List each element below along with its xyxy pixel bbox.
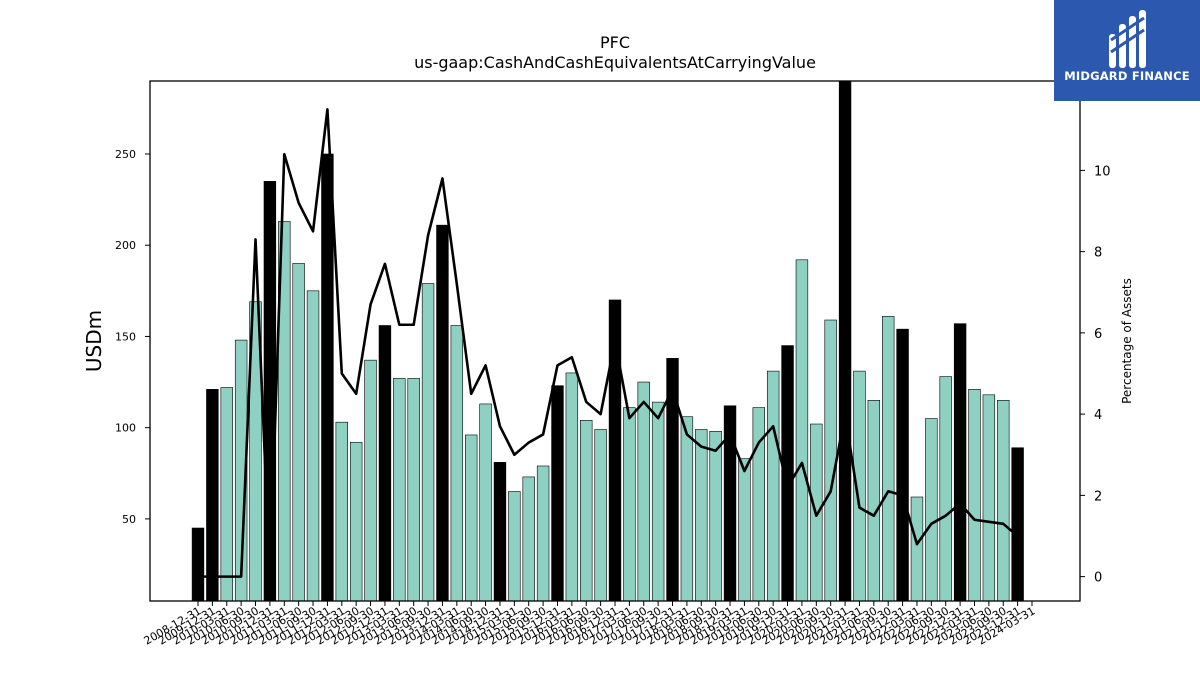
bar-annual xyxy=(191,527,205,602)
midgard-logo-icon xyxy=(1109,10,1146,68)
y2-tick-label: 4 xyxy=(1094,408,1102,423)
bar-quarterly xyxy=(335,421,348,602)
bar-quarterly xyxy=(623,407,636,602)
bar-annual xyxy=(493,462,507,602)
y-axis-left: 50 100 150 200 250 xyxy=(115,148,150,526)
bar-annual xyxy=(953,323,967,602)
y2-axis-label: Percentage of Assets xyxy=(1120,278,1134,404)
bar-annual xyxy=(206,389,219,602)
bar-quarterly xyxy=(824,319,837,602)
chart-subtitle: us-gaap:CashAndCashEquivalentsAtCarrying… xyxy=(414,53,816,72)
bar-quarterly xyxy=(925,418,938,602)
bar-annual xyxy=(666,358,679,602)
bar-quarterly xyxy=(968,389,981,602)
series-line-percentage-of-assets xyxy=(198,108,1019,578)
line-layer xyxy=(198,108,1019,578)
y-tick-label: 200 xyxy=(115,239,136,252)
bar-quarterly xyxy=(306,290,320,602)
midgard-finance-logo: MIDGARD FINANCE xyxy=(1054,0,1200,101)
bar-annual xyxy=(378,325,392,602)
bar-quarterly xyxy=(766,370,780,602)
bar-quarterly xyxy=(536,465,550,602)
y2-tick-label: 2 xyxy=(1094,489,1102,504)
bar-quarterly xyxy=(450,325,464,602)
bar-quarterly xyxy=(795,259,809,602)
bar-quarterly xyxy=(421,283,435,602)
bar-quarterly xyxy=(867,399,881,602)
bar-quarterly xyxy=(709,431,722,602)
logo-text: MIDGARD FINANCE xyxy=(1064,69,1190,83)
bar-quarterly xyxy=(680,416,694,602)
bar-quarterly xyxy=(982,394,996,602)
bar-quarterly xyxy=(407,378,420,602)
y2-tick-label: 6 xyxy=(1094,327,1102,342)
y-axis-right: 0 2 4 6 8 10 xyxy=(1080,164,1111,586)
bar-annual xyxy=(1011,447,1024,602)
bar-quarterly xyxy=(910,496,924,602)
chart-title: PFC xyxy=(599,33,631,52)
bar-quarterly xyxy=(997,399,1010,602)
bar-quarterly xyxy=(393,378,406,602)
bar-annual xyxy=(551,385,564,602)
bar-quarterly xyxy=(939,376,952,602)
bar-quarterly xyxy=(220,387,233,602)
bar-quarterly xyxy=(349,441,363,602)
bar-quarterly xyxy=(508,491,521,602)
bar-quarterly xyxy=(479,403,492,602)
bar-quarterly xyxy=(522,476,535,602)
y-axis-label: USDm xyxy=(82,310,106,372)
bar-quarterly xyxy=(695,429,708,602)
bar-quarterly xyxy=(637,381,650,602)
y-tick-label: 100 xyxy=(115,422,136,435)
bar-annual xyxy=(838,80,852,602)
bar-annual xyxy=(896,328,909,602)
bar-quarterly xyxy=(465,434,478,602)
bars-layer xyxy=(191,80,1024,602)
y-tick-label: 150 xyxy=(115,330,136,343)
y-tick-label: 50 xyxy=(122,513,136,526)
x-axis: 2008-12-312009-12-312010-03-312010-06-30… xyxy=(142,601,1038,648)
bar-quarterly xyxy=(580,420,593,602)
y2-tick-label: 10 xyxy=(1094,164,1111,179)
bar-quarterly xyxy=(738,458,751,602)
bar-annual xyxy=(321,153,334,602)
y-tick-label: 250 xyxy=(115,148,136,161)
bar-annual xyxy=(436,224,449,602)
bar-annual xyxy=(263,181,277,602)
bar-quarterly xyxy=(882,316,895,602)
y2-tick-label: 0 xyxy=(1094,571,1102,586)
bar-quarterly xyxy=(594,429,607,602)
bar-quarterly xyxy=(565,372,579,602)
bar-quarterly xyxy=(292,263,305,602)
bar-quarterly xyxy=(651,401,665,602)
y2-tick-label: 8 xyxy=(1094,246,1102,261)
bar-quarterly xyxy=(364,359,377,602)
